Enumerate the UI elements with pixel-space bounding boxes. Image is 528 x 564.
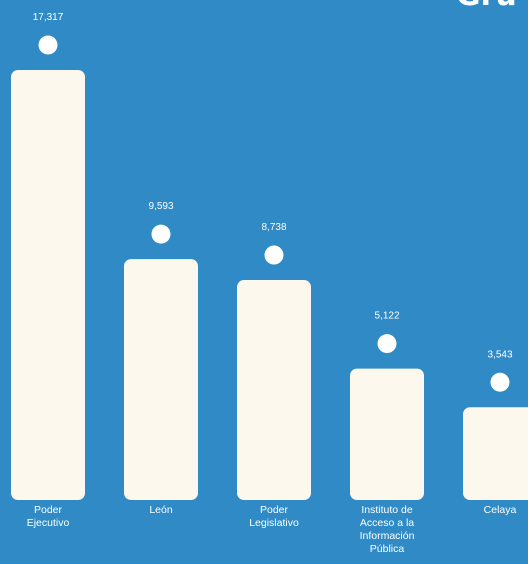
value-label-5: 3,543 xyxy=(487,349,512,360)
bar-2 xyxy=(124,259,198,500)
value-label-4: 5,122 xyxy=(374,311,399,322)
value-label-2: 9,593 xyxy=(148,201,173,212)
bar-marker-dot-3 xyxy=(264,245,284,265)
bar-5 xyxy=(463,407,528,500)
bar-marker-dot-2 xyxy=(151,224,171,244)
category-label-2: León xyxy=(149,504,173,516)
category-label-1: Poder Ejecutivo xyxy=(27,504,70,529)
category-label-4: Instituto de Acceso a la Información Públic… xyxy=(360,504,415,555)
bar-marker-dot-1 xyxy=(38,35,58,55)
category-label-3: Poder Legislativo xyxy=(249,504,299,529)
bar-1 xyxy=(11,70,85,500)
bar-3 xyxy=(237,280,311,500)
value-label-3: 8,738 xyxy=(261,222,286,233)
bar-marker-dot-4 xyxy=(377,334,397,354)
category-label-5: Celaya xyxy=(484,504,517,516)
bar-4 xyxy=(350,368,424,500)
value-label-1: 17,317 xyxy=(33,12,64,23)
bar-marker-dot-5 xyxy=(490,372,510,392)
chart-title-fragment: Gru xyxy=(456,0,517,13)
